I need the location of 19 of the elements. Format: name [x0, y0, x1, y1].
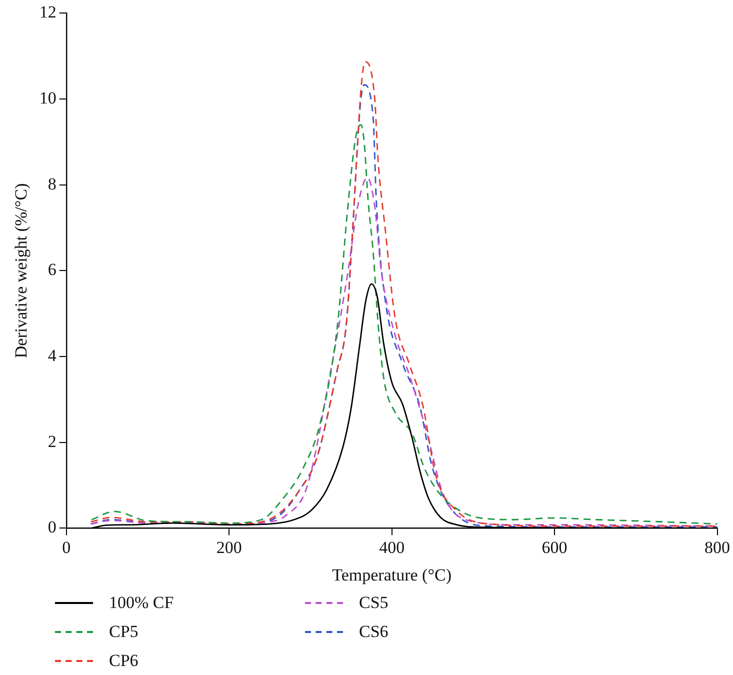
- x-tick-label: 0: [62, 538, 71, 557]
- legend-label: 100% CF: [109, 592, 174, 612]
- y-axis-title: Derivative weight (%/°C): [12, 183, 31, 358]
- x-tick-label: 800: [704, 538, 730, 557]
- legend-label: CS5: [359, 592, 388, 612]
- y-tick-label: 10: [39, 88, 56, 108]
- legend-label: CP5: [109, 622, 138, 642]
- y-tick-label: 2: [48, 432, 56, 451]
- x-tick-label: 400: [379, 538, 405, 557]
- y-tick-label: 8: [48, 174, 56, 194]
- x-tick-label: 600: [542, 538, 568, 557]
- legend-label: CS6: [359, 622, 388, 642]
- y-tick-label: 6: [48, 260, 56, 280]
- legend-label: CP6: [109, 650, 138, 670]
- y-tick-label: 0: [48, 518, 56, 537]
- y-tick-label: 4: [48, 346, 57, 365]
- x-tick-label: 200: [216, 538, 242, 557]
- x-axis-title: Temperature (°C): [332, 565, 452, 584]
- y-tick-label: 12: [39, 2, 56, 22]
